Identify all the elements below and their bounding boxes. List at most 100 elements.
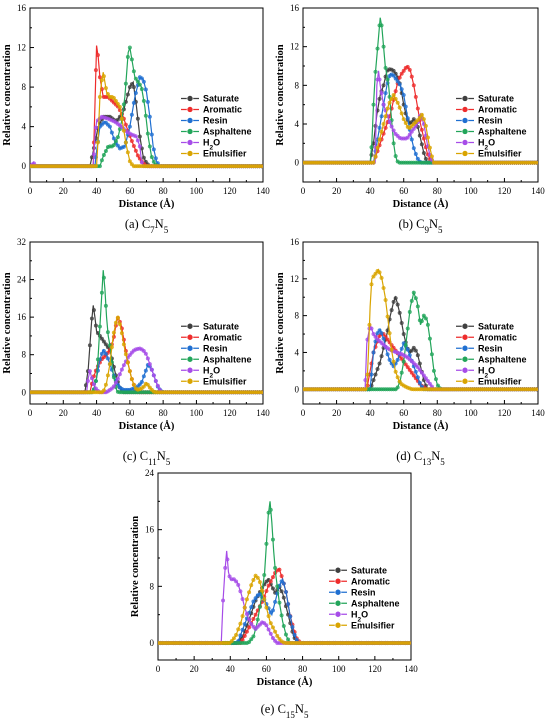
data-point	[244, 611, 249, 616]
panel-caption: (c) C11N5	[123, 449, 171, 467]
data-point	[91, 382, 96, 387]
data-point	[415, 106, 420, 111]
data-point	[91, 308, 96, 313]
data-point	[283, 590, 288, 595]
data-point	[139, 76, 144, 81]
data-point	[277, 567, 282, 572]
data-point	[399, 111, 404, 116]
data-point	[417, 115, 422, 120]
data-point	[407, 309, 412, 314]
data-point	[151, 159, 156, 164]
x-tick-label: 60	[125, 186, 135, 196]
y-tick-label: 0	[22, 387, 27, 397]
data-point	[391, 299, 396, 304]
data-point	[409, 298, 414, 303]
data-point	[141, 348, 146, 353]
data-point	[242, 605, 247, 610]
data-point	[393, 154, 398, 159]
data-point	[133, 148, 138, 153]
data-point	[121, 342, 126, 347]
data-point	[251, 634, 256, 639]
data-point	[381, 121, 386, 126]
data-point	[419, 127, 424, 132]
y-tick-label: 8	[22, 350, 27, 360]
data-point	[143, 87, 148, 92]
data-point	[427, 145, 432, 150]
data-point	[391, 92, 396, 97]
data-point	[121, 144, 126, 149]
y-tick-label: 0	[295, 158, 300, 168]
data-point	[255, 575, 260, 580]
panel-caption: (d) C13N5	[396, 449, 445, 467]
data-point	[423, 316, 428, 321]
data-point	[97, 164, 102, 169]
data-point	[409, 137, 414, 142]
data-point	[371, 274, 376, 279]
data-point	[262, 597, 267, 602]
legend-entry: Emulsifier	[351, 620, 395, 630]
legend-swatch-marker	[334, 566, 342, 574]
data-point	[415, 304, 420, 309]
data-point	[419, 112, 424, 117]
legend-swatch-marker	[461, 150, 469, 157]
y-tick-label: 16	[17, 312, 27, 322]
data-point	[369, 372, 374, 377]
data-point	[419, 319, 424, 324]
x-tick-label: 40	[226, 664, 236, 674]
data-point	[264, 541, 269, 546]
data-point	[389, 308, 394, 313]
chart-panel-3: 0 20 40 60 80 100 120 140 0 8 16 24 32 Distance (Å) Re…	[2, 237, 270, 467]
data-point	[383, 114, 388, 119]
data-point	[395, 375, 400, 380]
data-point	[105, 356, 110, 361]
data-point	[379, 23, 384, 28]
data-point	[131, 382, 136, 387]
x-axis-label: Distance (Å)	[119, 198, 175, 210]
data-point	[379, 275, 384, 280]
data-point	[381, 44, 386, 49]
data-point	[139, 379, 144, 384]
x-tick-label: 40	[366, 186, 376, 196]
chart-panel-1: 0 20 40 60 80 100 120 140 0 4 8 12 16 Distance (Å) Rel…	[2, 3, 270, 235]
data-point	[387, 331, 392, 336]
data-point	[227, 574, 232, 579]
data-point	[373, 372, 378, 377]
y-tick-label: 24	[17, 275, 27, 285]
data-point	[377, 270, 382, 275]
data-point	[119, 116, 124, 121]
data-point	[429, 154, 434, 159]
series-emulsifier	[30, 72, 263, 169]
data-point	[385, 337, 390, 342]
data-point	[129, 82, 134, 87]
data-point	[149, 132, 154, 137]
data-point	[377, 361, 382, 366]
legend-swatch-marker	[461, 106, 469, 113]
data-point	[427, 336, 432, 341]
x-tick-label: 140	[256, 186, 270, 196]
data-point	[391, 141, 396, 146]
data-point	[225, 557, 230, 562]
data-point	[268, 579, 273, 584]
legend-entry: Resin	[478, 343, 503, 353]
data-point	[397, 310, 402, 315]
data-point	[135, 116, 140, 121]
data-point	[240, 627, 245, 632]
x-tick-label: 100	[464, 408, 478, 418]
x-tick-label: 80	[433, 408, 443, 418]
x-tick-label: 80	[159, 186, 169, 196]
data-point	[266, 583, 271, 588]
legend-swatch-marker	[186, 344, 194, 352]
data-point	[423, 123, 428, 128]
data-point	[405, 135, 410, 140]
data-point	[397, 105, 402, 110]
data-point	[405, 365, 410, 370]
data-point	[379, 91, 384, 96]
data-point	[93, 323, 98, 328]
data-point	[371, 332, 376, 337]
data-point	[111, 143, 116, 148]
data-point	[421, 373, 426, 378]
data-point	[95, 357, 100, 362]
data-point	[399, 346, 404, 351]
data-point	[249, 621, 254, 626]
